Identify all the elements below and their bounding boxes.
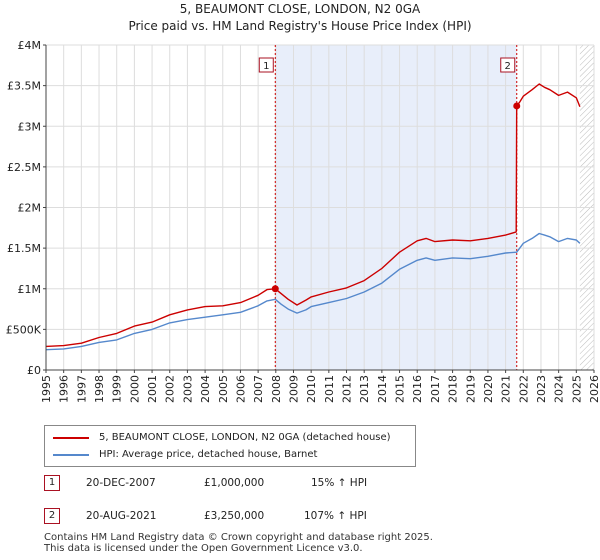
y-tick-label: £1.5M	[7, 242, 41, 255]
x-tick-label: 2009	[287, 375, 300, 403]
x-tick-label: 1999	[111, 375, 124, 403]
y-tick-label: £2M	[18, 202, 42, 215]
x-tick-label: 2021	[500, 375, 513, 403]
transaction-date: 20-DEC-2007	[86, 477, 156, 489]
y-tick-label: £2.5M	[7, 161, 41, 174]
transaction-badge: 1	[44, 475, 60, 491]
sale-number-label: 2	[505, 61, 511, 72]
transaction-price: £1,000,000	[204, 477, 265, 489]
y-tick-label: £4M	[18, 39, 42, 52]
transaction-row: 2 20-AUG-2021 £3,250,000 107% ↑ HPI	[44, 506, 564, 526]
x-tick-label: 2012	[341, 375, 354, 403]
x-tick-label: 2004	[199, 375, 212, 403]
x-tick-label: 2000	[128, 375, 141, 403]
property-series-line	[45, 83, 581, 348]
x-tick-label: 2023	[535, 375, 548, 403]
y-tick-label: £0	[27, 364, 41, 377]
transaction-hpi: 107% ↑ HPI	[304, 510, 367, 522]
x-tick-label: 2019	[464, 375, 477, 403]
chart-subtitle: Price paid vs. HM Land Registry's House …	[128, 19, 472, 33]
y-tick-label: £500K	[6, 323, 42, 336]
transaction-badge: 2	[44, 508, 60, 524]
x-tick-label: 2017	[429, 375, 442, 403]
legend-swatch-hpi	[53, 454, 89, 456]
x-tick-label: 2011	[323, 375, 336, 403]
legend-label-hpi: HPI: Average price, detached house, Barn…	[99, 449, 318, 460]
transaction-price: £3,250,000	[204, 510, 265, 522]
x-tick-label: 2020	[482, 375, 495, 403]
sale-point	[513, 102, 521, 110]
x-tick-label: 2013	[358, 375, 371, 403]
x-tick-label: 2026	[588, 375, 600, 403]
sale-point	[271, 285, 279, 293]
hpi-series-line	[45, 232, 581, 351]
x-tick-label: 2002	[164, 375, 177, 403]
price-chart: 1 2 £0 £500K £1M £1.5M £2M £2.5M £3M £3.5M £4M 199…	[6, 39, 600, 403]
legend-label-property: 5, BEAUMONT CLOSE, LONDON, N2 0GA (detac…	[99, 432, 391, 443]
x-tick-label: 2015	[394, 375, 407, 403]
chart-title-address: 5, BEAUMONT CLOSE, LONDON, N2 0GA	[179, 2, 421, 16]
sale-number-label: 1	[263, 61, 269, 72]
y-tick-label: £1M	[18, 283, 42, 296]
legend: 5, BEAUMONT CLOSE, LONDON, N2 0GA (detac…	[44, 425, 416, 467]
transaction-hpi: 15% ↑ HPI	[311, 477, 368, 489]
x-tick-label: 1998	[93, 375, 106, 403]
legend-swatch-property	[53, 437, 89, 439]
transaction-date: 20-AUG-2021	[86, 510, 157, 522]
x-tick-label: 2014	[376, 375, 389, 403]
sale-number-box	[258, 57, 274, 73]
x-tick-label: 2018	[447, 375, 460, 403]
x-tick-label: 1996	[58, 375, 71, 403]
x-tick-label: 2007	[252, 375, 265, 403]
x-tick-label: 2008	[270, 375, 283, 403]
footer-licence: This data is licensed under the Open Gov…	[44, 543, 363, 554]
x-tick-label: 2010	[305, 375, 318, 403]
x-tick-label: 2006	[234, 375, 247, 403]
x-tick-label: 2003	[181, 375, 194, 403]
x-tick-label: 2005	[217, 375, 230, 403]
x-tick-label: 2001	[146, 375, 159, 403]
x-tick-label: 2025	[570, 375, 583, 403]
x-tick-label: 2024	[553, 375, 566, 403]
x-tick-label: 2022	[517, 375, 530, 403]
y-tick-label: £3M	[18, 120, 42, 133]
x-tick-label: 1997	[75, 375, 88, 403]
x-tick-label: 1995	[40, 375, 53, 403]
footer-copyright: Contains HM Land Registry data © Crown c…	[44, 532, 433, 543]
x-tick-label: 2016	[411, 375, 424, 403]
sale-number-box	[500, 57, 516, 73]
y-tick-label: £3.5M	[7, 80, 41, 93]
transaction-row: 1 20-DEC-2007 £1,000,000 15% ↑ HPI	[44, 473, 564, 493]
